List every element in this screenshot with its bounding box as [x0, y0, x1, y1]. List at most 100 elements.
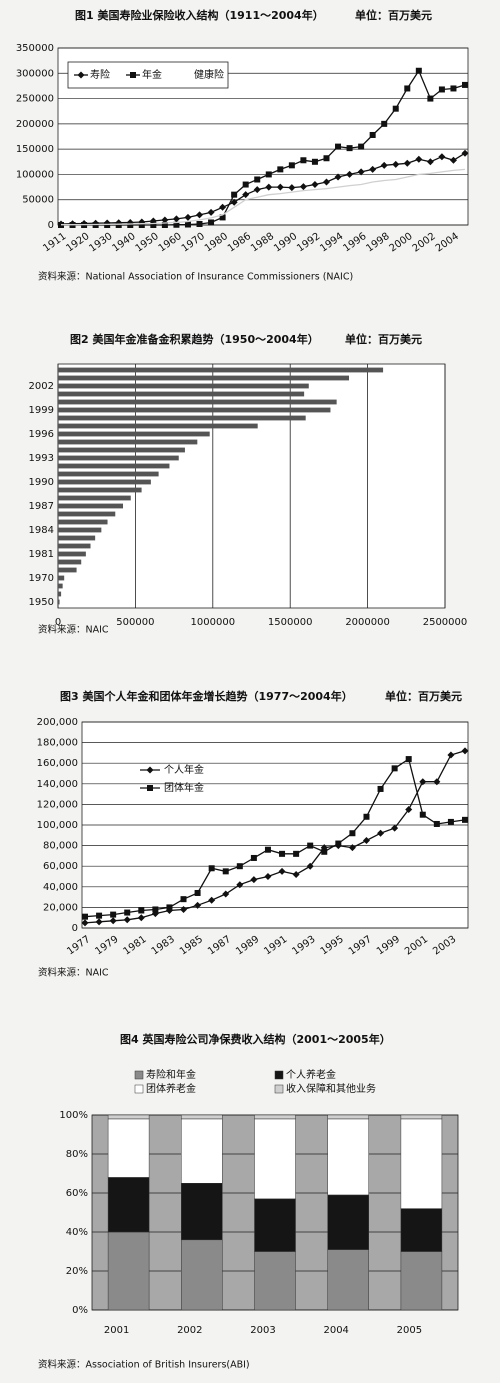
- bar: [58, 375, 350, 381]
- x-tick-label: 1989: [234, 934, 261, 958]
- marker: [419, 811, 426, 818]
- marker: [250, 854, 257, 861]
- bar: [58, 503, 124, 509]
- x-tick-label: 1960: [157, 231, 184, 255]
- legend-label: 团体年金: [164, 781, 204, 794]
- bar-segment: [327, 1194, 369, 1250]
- marker: [307, 842, 314, 849]
- chart-title: 图3 美国个人年金和团体年金增长趋势（1977～2004年）: [60, 689, 353, 703]
- marker: [95, 918, 103, 926]
- marker: [242, 191, 250, 199]
- y-tick-label: 0: [72, 923, 78, 934]
- unit-label: 单位：百万美元: [355, 8, 432, 22]
- source-note: 资料来源：NAIC: [38, 624, 109, 636]
- bar: [58, 455, 179, 461]
- marker: [438, 86, 445, 93]
- marker: [278, 867, 286, 875]
- marker: [115, 222, 122, 228]
- chart-title: 图4 英国寿险公司净保费收入结构（2001～2005年）: [120, 1032, 391, 1046]
- marker: [250, 876, 258, 884]
- marker: [462, 81, 468, 88]
- x-tick-label: 2003: [250, 1325, 275, 1336]
- bar-segment: [181, 1183, 223, 1241]
- marker: [288, 184, 296, 192]
- x-tick-label: 1983: [150, 934, 177, 958]
- series-line: [84, 750, 466, 924]
- marker: [77, 71, 85, 79]
- marker: [265, 171, 272, 178]
- marker: [253, 186, 261, 194]
- bar-segment: [107, 1177, 150, 1233]
- y-tick-label: 40,000: [43, 882, 78, 893]
- marker: [335, 840, 342, 847]
- y-tick-label: 1984: [29, 525, 54, 536]
- marker: [222, 868, 229, 875]
- marker: [323, 155, 330, 162]
- x-tick-label: 2500000: [423, 617, 468, 628]
- bar: [58, 599, 60, 605]
- marker: [124, 909, 131, 916]
- x-tick-label: 1980: [203, 231, 230, 255]
- marker: [254, 176, 261, 183]
- y-tick-label: 160,000: [37, 758, 78, 769]
- bar: [58, 447, 185, 453]
- bar-segment: [327, 1114, 369, 1120]
- marker: [277, 166, 284, 173]
- marker: [288, 162, 295, 169]
- x-tick-label: 1994: [318, 231, 345, 255]
- x-tick-label: 2002: [411, 231, 438, 255]
- marker: [322, 178, 330, 186]
- y-tick-label: 0%: [72, 1305, 88, 1316]
- marker: [292, 870, 300, 878]
- marker: [222, 890, 230, 898]
- marker: [369, 165, 377, 173]
- source-note: 资料来源：Association of British Insurers(ABI…: [38, 1359, 250, 1371]
- marker: [219, 214, 226, 221]
- marker: [180, 896, 187, 903]
- legend-swatch: [134, 1084, 144, 1094]
- marker: [377, 785, 384, 792]
- marker: [123, 916, 131, 924]
- y-tick-label: 1999: [29, 405, 54, 416]
- marker: [161, 216, 169, 224]
- bar: [58, 591, 62, 597]
- marker: [426, 158, 434, 166]
- bar: [58, 479, 151, 485]
- legend-swatch: [274, 1070, 284, 1080]
- legend-label: 寿险: [90, 68, 110, 81]
- y-tick-label: 1993: [29, 453, 54, 464]
- x-tick-label: 1979: [93, 934, 120, 958]
- marker: [150, 222, 157, 228]
- bar-segment: [181, 1239, 223, 1311]
- x-tick-label: 0: [55, 617, 61, 628]
- x-tick-label: 2002: [177, 1325, 202, 1336]
- marker: [369, 131, 376, 138]
- chart-title: 图2 美国年金准备金积累趋势（1950～2004年）: [70, 332, 319, 346]
- marker: [377, 829, 385, 837]
- x-tick-label: 1986: [226, 231, 253, 255]
- x-tick-label: 1911: [41, 231, 68, 255]
- bar-segment: [400, 1208, 443, 1252]
- bar: [58, 567, 77, 573]
- legend-label: 个人养老金: [286, 1068, 336, 1081]
- y-tick-label: 1981: [29, 549, 54, 560]
- legend-box: [67, 61, 229, 89]
- x-tick-label: 1970: [180, 231, 207, 255]
- x-tick-label: 1996: [341, 231, 368, 255]
- marker: [230, 198, 238, 206]
- bar: [58, 367, 384, 373]
- source-note: 资料来源：NAIC: [38, 967, 109, 979]
- x-tick-label: 2003: [431, 934, 458, 958]
- marker: [293, 850, 300, 857]
- marker: [346, 145, 353, 152]
- x-tick-label: 2001: [403, 934, 430, 958]
- legend-label: 年金: [142, 68, 162, 81]
- marker: [110, 911, 117, 918]
- marker: [147, 785, 153, 791]
- marker: [438, 153, 446, 161]
- marker: [172, 215, 180, 223]
- marker: [109, 917, 117, 925]
- bar-segment: [107, 1231, 150, 1311]
- y-tick-label: 200000: [16, 119, 54, 130]
- x-tick-label: 1981: [122, 934, 149, 958]
